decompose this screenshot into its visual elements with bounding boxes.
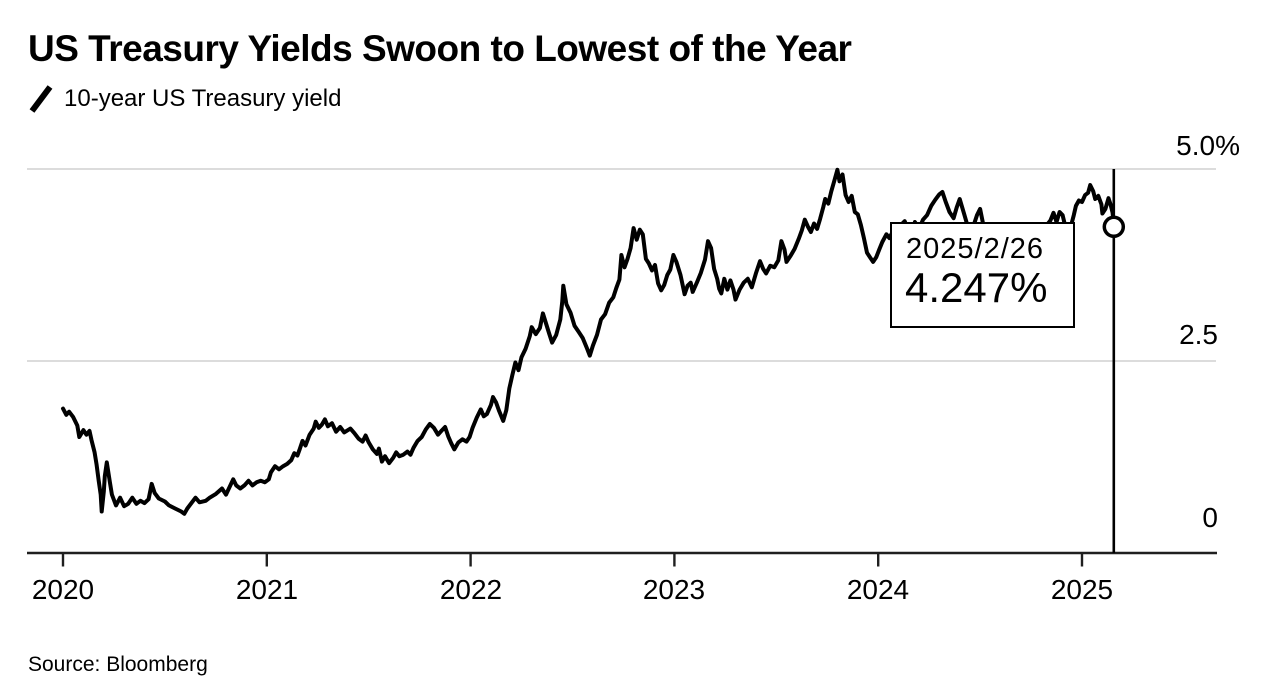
y-axis-label-2-5: 2.5	[1179, 319, 1218, 350]
legend-label: 10-year US Treasury yield	[64, 85, 342, 112]
chart-legend: 10-year US Treasury yield	[29, 84, 341, 114]
last-point-marker	[1102, 215, 1126, 239]
y-axis-label-5-0: 5.0%	[1176, 130, 1240, 161]
data-label-date: 2025/2/26	[906, 233, 1045, 265]
chart-title: US Treasury Yields Swoon to Lowest of th…	[28, 28, 852, 69]
data-label-box: 2025/2/26 4.247%	[890, 222, 1075, 328]
source-note: Source: Bloomberg	[28, 653, 208, 676]
x-axis-label-2021: 2021	[235, 574, 299, 605]
line-series-icon	[29, 85, 53, 113]
x-axis-label-2023: 2023	[642, 574, 706, 605]
yield-line	[61, 167, 1116, 516]
x-axis-label-2025: 2025	[1050, 574, 1114, 605]
data-label-value: 4.247%	[905, 264, 1048, 311]
x-axis-label-2024: 2024	[846, 574, 910, 605]
y-axis-label-0: 0	[1202, 502, 1218, 533]
x-axis-label-2020: 2020	[31, 574, 95, 605]
x-axis-label-2022: 2022	[439, 574, 503, 605]
